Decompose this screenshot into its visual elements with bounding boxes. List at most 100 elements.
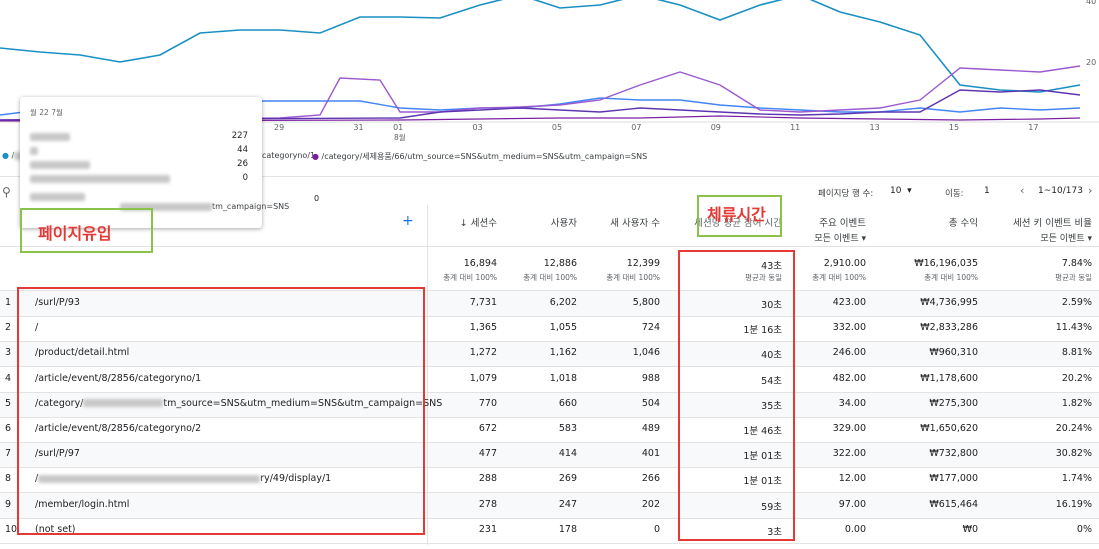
cell: 583 [558,423,577,434]
cell: 1분 01초 [743,451,782,463]
cell: 1,018 [549,372,577,384]
axis-label: 20 [1086,58,1097,67]
cell: 0% [1076,523,1092,535]
next-page[interactable]: › [1088,184,1093,197]
total-note: 총계 대비 100% [606,273,660,282]
row-line [0,366,1099,368]
row-index: 10 [5,523,18,535]
cell: 322.00 [832,448,866,460]
cell: 246.00 [832,347,866,359]
cell: ₩1,178,600 [920,372,978,384]
page-path-text: (not set) [35,523,76,535]
x-tick-label: 29 [274,123,285,132]
tooltip-series [30,146,38,156]
tooltip-value: 44 [237,145,248,155]
cell: 1,055 [549,322,577,334]
cell: 35초 [761,400,782,412]
goto-label: 이동: [945,189,964,199]
row-index: 2 [5,322,12,334]
cell: 1분 16초 [743,325,782,337]
cell: 1분 01초 [743,476,782,488]
cell: 0 [653,523,660,535]
page-path: /category/tm_source=SNS&utm_medium=SNS&u… [35,398,442,409]
page-path: /member/login.html [35,499,129,510]
tooltip-value: 26 [237,159,248,169]
column-subheader: 모든 이벤트 ▾ [814,234,866,244]
x-tick-label: 17 [1028,123,1039,132]
total-value: 43초 [761,261,782,272]
header-line [0,246,1099,247]
x-tick-label: 07 [631,123,642,132]
cell: 414 [558,448,577,460]
legend-item: categoryno/1 [262,151,316,160]
row-line [0,316,1099,317]
trend-line [0,65,1081,121]
x-tick-label: 13 [869,123,880,132]
cell: 1,046 [632,347,660,359]
cell: 2.59% [1061,297,1092,308]
cell: 278 [478,498,497,510]
x-tick-label: 05 [551,123,563,132]
cell: 423.00 [832,297,866,308]
cell: 988 [641,372,660,384]
trend-line [0,115,1081,122]
add-dimension[interactable]: + [402,213,414,229]
column-header: 새 사용자 수 [610,218,660,229]
cell: 59초 [761,501,782,513]
column-header: 사용자 [550,218,577,229]
cell: 231 [478,523,497,535]
tooltip-title: 월 22 7월 [30,108,63,117]
cell: 11.43% [1055,322,1092,334]
cell: 288 [478,473,497,485]
tooltip-value: 0 [242,173,248,183]
page-path-text: /product/detail.html [35,347,130,359]
page-path: / ry/49/display/1 [35,473,331,484]
rows-select[interactable]: 10 ▾ [890,186,912,196]
legend-text: /category/세제용품/66/utm_source=SNS&utm_med… [321,152,648,161]
cell: 724 [641,322,660,334]
page-path-text: /member/login.html [35,498,130,510]
tooltip-series [30,132,70,142]
annotation: 체류시간 [707,205,766,224]
cell: ₩2,833,286 [920,322,978,334]
row-line [0,416,1099,418]
prev-page[interactable]: ‹ [1020,184,1025,197]
row-line [0,517,1099,519]
cell: 20.24% [1055,423,1092,434]
column-header: ↓ 세션수 [459,218,497,229]
cell: 504 [641,397,660,409]
column-header: 총 수익 [948,218,978,229]
total-note: 평균과 동일 [745,273,782,282]
cell: 660 [558,397,577,409]
cell: 202 [641,498,660,510]
search-icon[interactable]: ⚲ [2,185,11,199]
cell: 7,731 [469,297,497,308]
column-header: 주요 이벤트 [819,218,866,229]
cell: 5,800 [632,297,660,308]
row-index: 9 [5,498,12,510]
cell: ₩732,800 [929,448,978,460]
x-tick-label: 11 [790,123,801,132]
page-range: 1~10/173 [1038,186,1083,196]
total-note: 총계 대비 100% [443,273,497,282]
page-path-text: /surl/P/93 [35,297,80,308]
cell: 489 [641,423,660,434]
cell: 1.74% [1061,473,1092,485]
column-header: 세션당 평균 참여 시간 [694,218,782,229]
x-tick-label: 31 [353,123,364,132]
cell: 0.00 [844,523,866,535]
legend-fragment-text: tm_campaign=SNS [212,202,290,211]
cell: 332.00 [832,322,866,334]
axis-label: 40 [1086,0,1097,6]
cell: 1,162 [549,347,577,359]
page-path: /surl/P/97 [35,448,80,459]
cell: ₩960,310 [929,347,978,359]
cell: 1,272 [469,347,497,359]
total-value: 2,910.00 [823,258,866,269]
cell: ₩1,650,620 [920,423,978,434]
cell: 34.00 [838,397,866,409]
cell: ₩4,736,995 [920,297,978,308]
total-note: 총계 대비 100% [924,273,978,282]
goto-value[interactable]: 1 [984,186,990,196]
